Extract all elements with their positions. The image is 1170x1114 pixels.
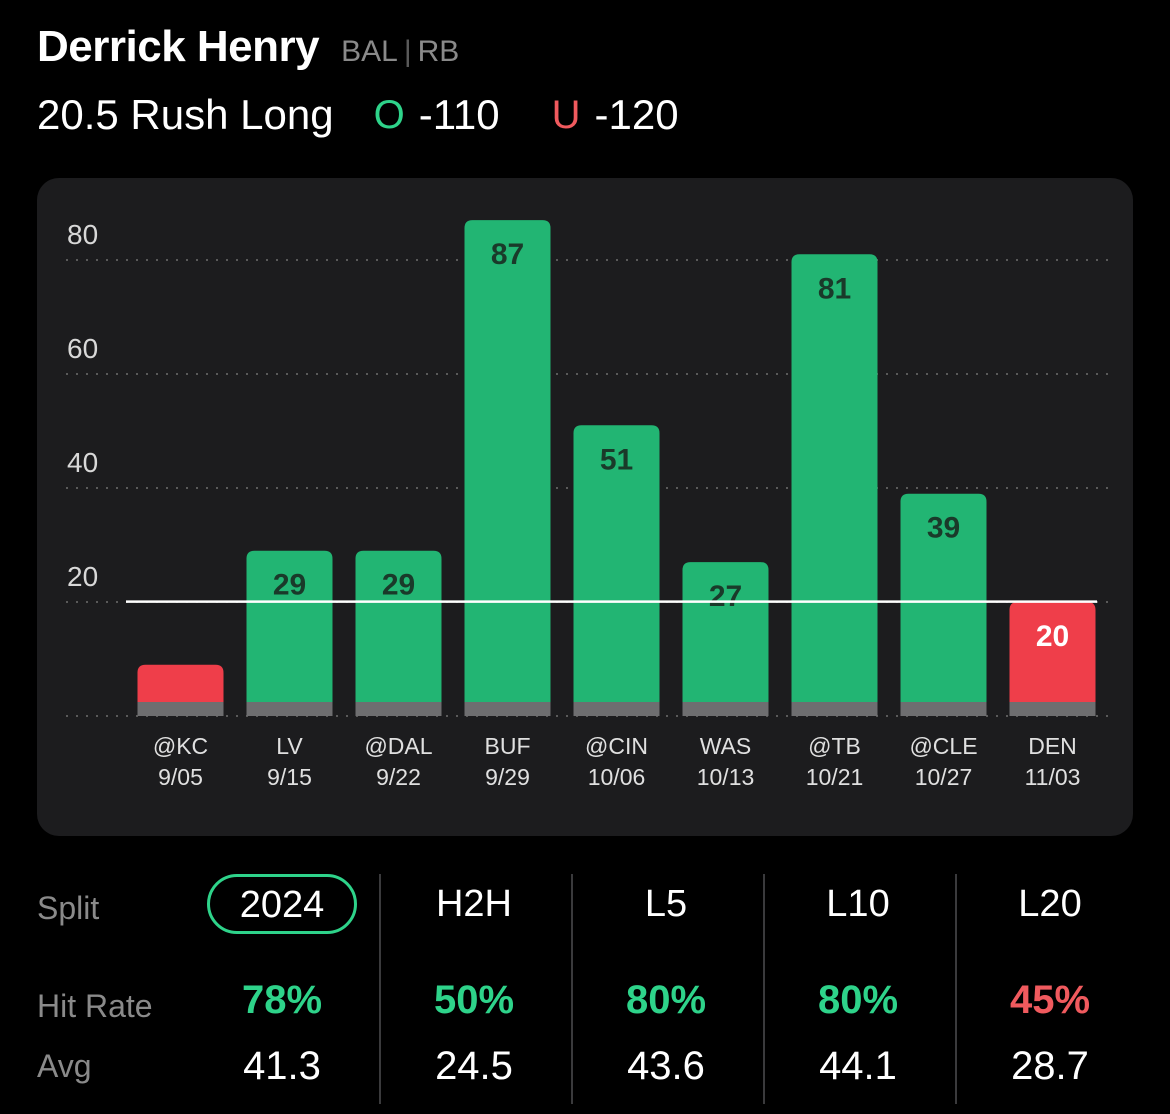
over-odds-value: -110 <box>418 91 500 138</box>
column-divider <box>379 874 381 1104</box>
split-tab-l5[interactable]: L5 <box>644 883 688 925</box>
bar-base <box>682 702 769 716</box>
player-name: Derrick Henry <box>37 22 320 71</box>
hit-rate-value: 45% <box>1009 978 1091 1022</box>
bar <box>464 220 551 716</box>
split-column-l5: L5 80% 43.6 <box>571 860 761 1114</box>
hit-rate-value: 80% <box>625 978 707 1022</box>
column-divider <box>763 874 765 1104</box>
bar-value-label: 39 <box>927 512 960 545</box>
player-meta: BAL | RB <box>341 35 459 69</box>
x-tick-opponent: @DAL <box>364 733 432 759</box>
under-mark: U <box>551 92 581 137</box>
x-tick-opponent: @TB <box>808 733 861 759</box>
player-position: RB <box>417 35 460 68</box>
y-tick-label: 60 <box>67 333 98 364</box>
bar-value-label: 87 <box>491 238 524 271</box>
x-tick-opponent: DEN <box>1028 733 1077 759</box>
x-tick-date: 11/03 <box>1025 764 1081 790</box>
split-row-label: Split <box>37 890 100 926</box>
x-tick-opponent: @CIN <box>585 733 648 759</box>
split-column-h2h: H2H 50% 24.5 <box>379 860 569 1114</box>
x-tick-date: 10/13 <box>697 764 755 790</box>
bar-base <box>355 702 442 716</box>
bar <box>1009 602 1096 716</box>
avg-row-label: Avg <box>37 1048 92 1084</box>
split-column-l20: L20 45% 28.7 <box>955 860 1145 1114</box>
bar-value-label: 51 <box>600 443 633 476</box>
x-tick-date: 10/27 <box>915 764 973 790</box>
split-column-l10: L10 80% 44.1 <box>763 860 953 1114</box>
bar-chart-svg: 20 40 60 80 @KC 9/05 29 LV 9/15 29 @DAL 9/22 87 BUF 9/… <box>66 219 1109 790</box>
bar <box>573 425 660 716</box>
split-tab-l10[interactable]: L10 <box>826 883 890 925</box>
bar-value-label: 29 <box>382 569 415 602</box>
under-odds-value: -120 <box>594 91 679 138</box>
prop-header: Derrick Henry BAL | RB 20.5 Rush Long O -1… <box>37 22 1133 142</box>
x-tick-date: 10/06 <box>588 764 646 790</box>
bar-base <box>137 702 224 716</box>
avg-value: 44.1 <box>819 1044 897 1088</box>
under-odds-button[interactable]: U -120 <box>552 91 679 139</box>
x-tick-opponent: @KC <box>153 733 208 759</box>
meta-separator: | <box>403 35 412 68</box>
split-column-2024: 2024 78% 41.3 <box>187 860 377 1114</box>
split-tab-h2h[interactable]: H2H <box>435 883 513 925</box>
y-tick-label: 80 <box>67 219 98 250</box>
column-divider <box>571 874 573 1104</box>
x-tick-date: 9/15 <box>267 764 312 790</box>
bar-value-label: 81 <box>818 272 851 305</box>
splits-table: Split Hit Rate Avg 2024 78% 41.3 H2H 50%… <box>0 860 1170 1114</box>
bar-base <box>791 702 878 716</box>
bar-base <box>1009 702 1096 716</box>
x-tick-date: 9/22 <box>376 764 421 790</box>
x-tick-date: 9/29 <box>485 764 530 790</box>
x-tick-opponent: BUF <box>485 733 531 759</box>
x-tick-date: 9/05 <box>158 764 203 790</box>
team-abbr: BAL <box>341 35 398 68</box>
split-tab-2024[interactable]: 2024 <box>207 874 357 934</box>
over-mark: O <box>373 92 405 137</box>
avg-value: 24.5 <box>435 1044 513 1088</box>
game-log-chart: 20 40 60 80 @KC 9/05 29 LV 9/15 29 @DAL 9/22 87 BUF 9/… <box>37 178 1133 836</box>
y-tick-label: 20 <box>67 561 98 592</box>
bar <box>246 550 333 716</box>
bar <box>355 550 442 716</box>
y-tick-label: 40 <box>67 447 98 478</box>
bar-base <box>246 702 333 716</box>
hit-rate-value: 78% <box>241 978 323 1022</box>
x-tick-opponent: WAS <box>700 733 752 759</box>
bar <box>900 493 987 716</box>
hit-rate-value: 50% <box>433 978 515 1022</box>
hit-rate-row-label: Hit Rate <box>37 988 153 1024</box>
column-divider <box>955 874 957 1104</box>
x-tick-date: 10/21 <box>806 764 864 790</box>
bar-value-label: 20 <box>1036 620 1069 653</box>
split-tab-l20[interactable]: L20 <box>1018 883 1082 925</box>
prop-label: 20.5 Rush Long <box>37 91 334 138</box>
avg-value: 28.7 <box>1011 1044 1089 1088</box>
over-odds-button[interactable]: O -110 <box>374 91 500 139</box>
avg-value: 43.6 <box>627 1044 705 1088</box>
bar-value-label: 29 <box>273 569 306 602</box>
player-line: Derrick Henry BAL | RB <box>37 22 1133 78</box>
x-tick-opponent: LV <box>276 733 303 759</box>
avg-value: 41.3 <box>243 1044 321 1088</box>
prop-line: 20.5 Rush Long O -110 U -120 <box>37 88 1133 142</box>
bar <box>791 254 878 717</box>
x-tick-opponent: @CLE <box>909 733 977 759</box>
hit-rate-value: 80% <box>817 978 899 1022</box>
bar-value-label: 27 <box>709 580 742 613</box>
bar-base <box>573 702 660 716</box>
bar-base <box>900 702 987 716</box>
bar-base <box>464 702 551 716</box>
